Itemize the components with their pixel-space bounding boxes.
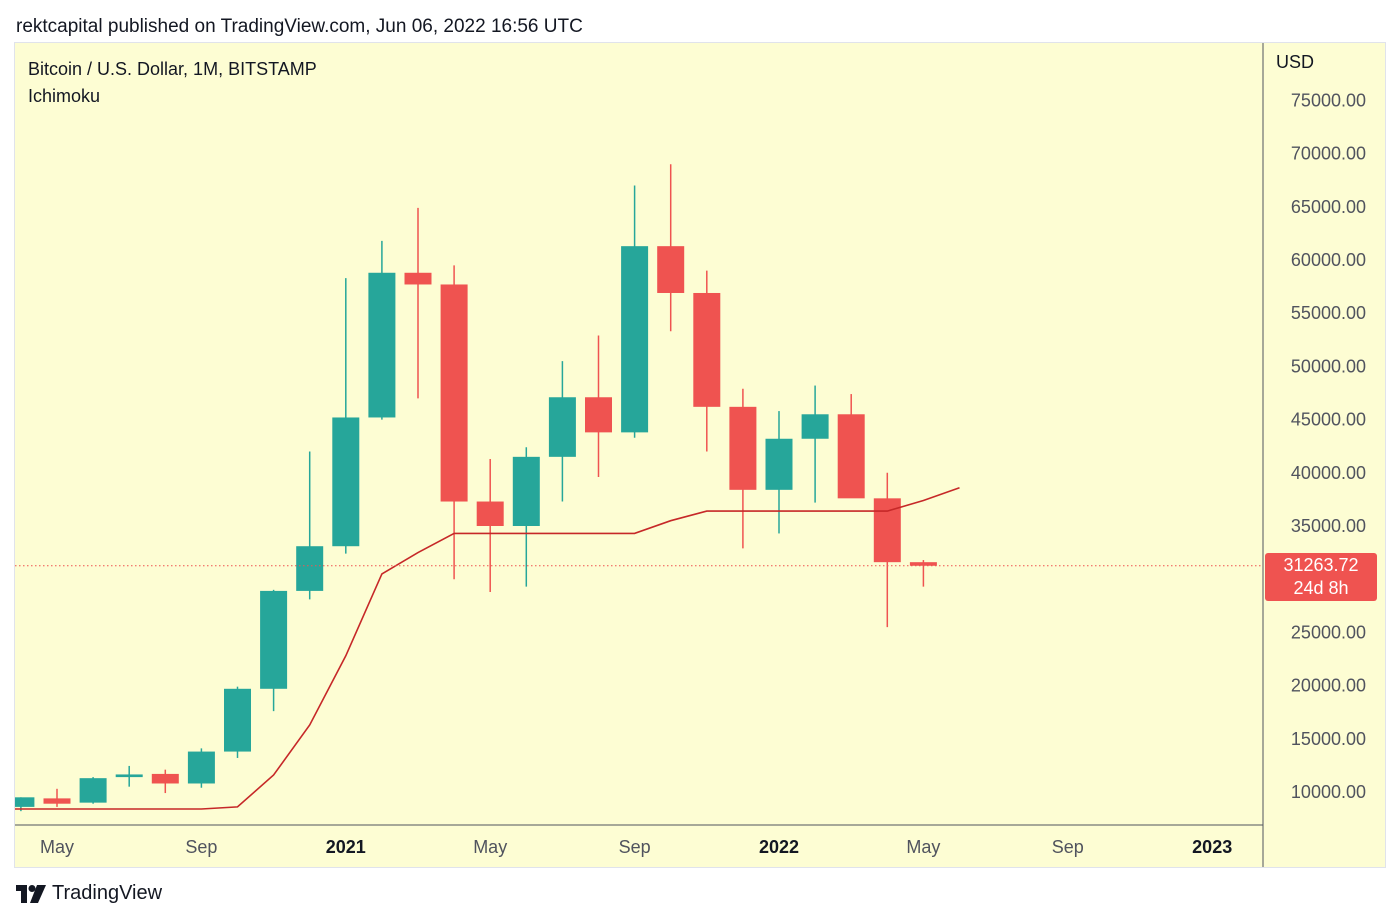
candle-body — [151, 773, 179, 784]
candle-body — [729, 406, 757, 490]
candle-body — [476, 501, 504, 526]
candle-body — [837, 414, 865, 499]
candle-body — [43, 798, 71, 804]
overlay-layer — [15, 486, 1263, 810]
candle-body — [765, 438, 793, 490]
y-tick-label: 15000.00 — [1291, 729, 1366, 749]
candle-body — [296, 546, 324, 591]
x-tick-label: Sep — [1052, 837, 1084, 857]
indicator-name[interactable]: Ichimoku — [28, 86, 101, 106]
symbol-title[interactable]: Bitcoin / U.S. Dollar, 1M, BITSTAMP — [28, 59, 317, 79]
candle-body — [79, 778, 107, 803]
last-price-label: 31263.72 24d 8h — [1265, 553, 1377, 601]
candle-body — [621, 246, 649, 433]
y-tick-label: 40000.00 — [1291, 463, 1366, 483]
y-tick-label: 10000.00 — [1291, 782, 1366, 802]
candle-body — [332, 417, 360, 547]
x-tick-label: 2023 — [1192, 837, 1232, 857]
y-tick-label: 50000.00 — [1291, 356, 1366, 376]
candle-body — [224, 688, 251, 752]
candle-body — [585, 397, 612, 433]
publisher-header: rektcapital published on TradingView.com… — [16, 16, 583, 37]
tradingview-logo-icon — [16, 884, 46, 903]
x-tick-label: May — [906, 837, 940, 857]
x-tick-label: Sep — [185, 837, 217, 857]
candles-layer — [15, 164, 937, 812]
price-axis-currency: USD — [1276, 52, 1314, 72]
y-tick-label: 70000.00 — [1291, 144, 1366, 164]
y-tick-label: 25000.00 — [1291, 622, 1366, 642]
y-tick-label: 55000.00 — [1291, 303, 1366, 323]
candle-body — [512, 456, 540, 526]
candle-body — [801, 414, 829, 439]
candle-body — [115, 774, 143, 778]
candle-body — [657, 246, 685, 293]
y-tick-label: 65000.00 — [1291, 197, 1366, 217]
candle-body — [368, 272, 396, 418]
candle-body — [187, 751, 215, 784]
candle-body — [15, 797, 35, 807]
last-price-value: 31263.72 — [1283, 555, 1359, 575]
candle-body — [693, 292, 721, 407]
y-tick-label: 75000.00 — [1291, 90, 1366, 110]
tradingview-logo-text: TradingView — [52, 882, 163, 904]
y-tick-label: 45000.00 — [1291, 410, 1366, 430]
candle-body — [404, 272, 432, 285]
y-tick-label: 60000.00 — [1291, 250, 1366, 270]
candle-body — [440, 284, 468, 502]
x-tick-label: May — [473, 837, 507, 857]
y-tick-label: 35000.00 — [1291, 516, 1366, 536]
candle-body — [909, 562, 937, 566]
x-tick-label: 2021 — [326, 837, 366, 857]
tradingview-logo[interactable]: TradingView — [16, 882, 162, 905]
bar-countdown: 24d 8h — [1293, 578, 1349, 598]
axis-layer: USD10000.0015000.0020000.0025000.0030000… — [15, 43, 1366, 867]
candle-body — [260, 590, 288, 689]
x-tick-label: Sep — [619, 837, 651, 857]
x-tick-label: May — [40, 837, 74, 857]
ichimoku-line — [15, 486, 960, 810]
candle-body — [548, 397, 576, 457]
x-tick-label: 2022 — [759, 837, 799, 857]
y-tick-label: 20000.00 — [1291, 676, 1366, 696]
